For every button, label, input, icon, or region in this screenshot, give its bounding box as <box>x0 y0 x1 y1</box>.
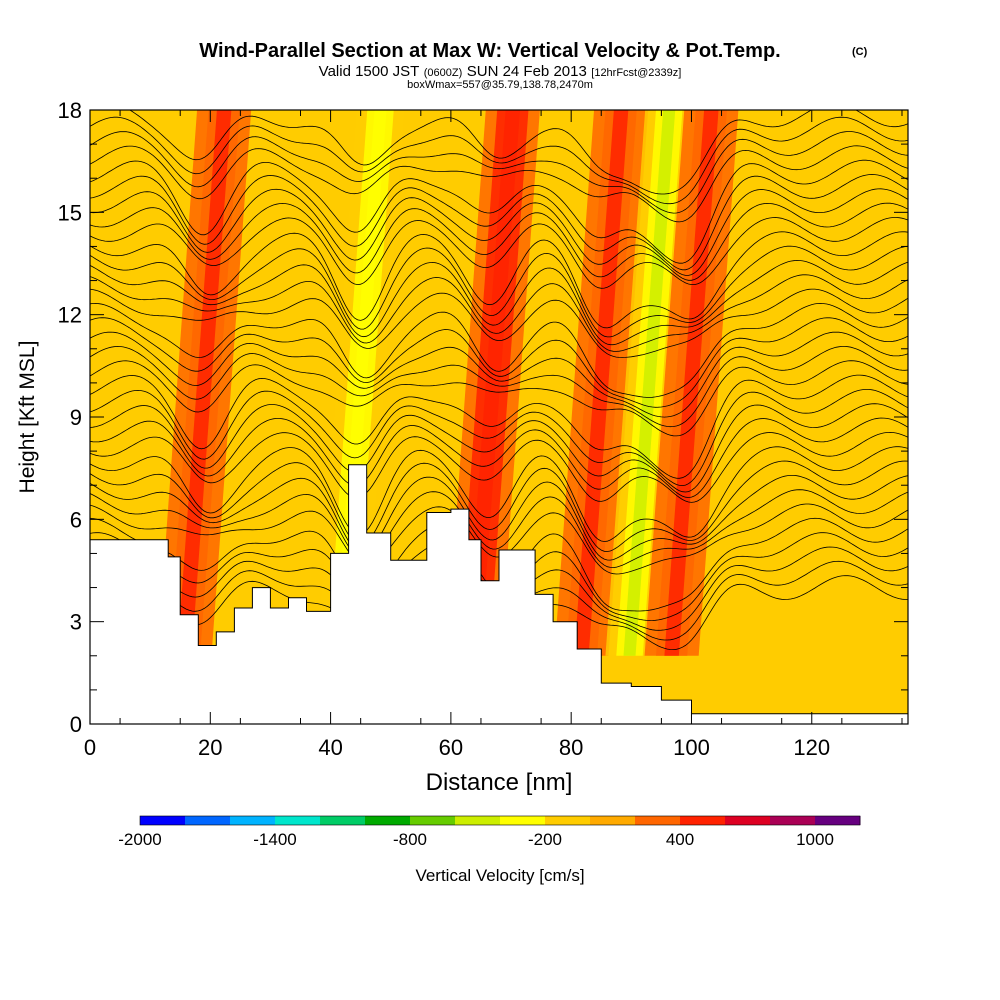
colorbar-swatch <box>500 816 546 825</box>
isentrope-line <box>90 417 908 498</box>
y-tick-label: 18 <box>58 98 82 123</box>
y-tick-label: 12 <box>58 303 82 328</box>
isentrope-line <box>90 446 908 542</box>
colorbar-frame <box>139 815 861 826</box>
colorbar-swatch <box>275 816 321 825</box>
colorbar-swatch <box>590 816 636 825</box>
colorbar-swatch <box>545 816 591 825</box>
colorbar-swatch <box>140 816 186 825</box>
velocity-band-4-2 <box>623 110 676 656</box>
y-tick-label: 3 <box>70 610 82 635</box>
isentrope-line <box>90 131 908 214</box>
velocity-band-1-2 <box>334 110 387 656</box>
x-tick-label: 120 <box>793 735 830 760</box>
isentrope-line <box>90 159 908 264</box>
isentrope-line <box>90 174 908 271</box>
isentrope-line <box>90 317 908 408</box>
colorbar-label: Vertical Velocity [cm/s] <box>415 866 584 885</box>
colorbar-tick-label: 400 <box>666 830 694 849</box>
isentrope-line <box>90 245 908 338</box>
isentrope-line <box>90 145 908 223</box>
copyright-mark: (C) <box>852 46 868 58</box>
colorbar-tick-label: -200 <box>528 830 562 849</box>
isentrope-line <box>90 389 908 487</box>
x-tick-label: 0 <box>84 735 96 760</box>
colorbar-swatch <box>770 816 816 825</box>
isentrope-line <box>90 288 908 358</box>
box-wmax-note: boxWmax=557@35.79,138.78,2470m <box>407 79 593 91</box>
colorbar-swatch <box>320 816 366 825</box>
colorbar-swatch <box>725 816 771 825</box>
isentrope-line <box>90 475 908 561</box>
y-tick-label: 9 <box>70 405 82 430</box>
colorbar-swatch <box>680 816 726 825</box>
isentrope-line <box>90 403 908 493</box>
y-tick-label: 15 <box>58 200 82 225</box>
colorbar-swatch <box>365 816 411 825</box>
colorbar-swatch <box>815 816 861 825</box>
colorbar-swatch <box>455 816 501 825</box>
plot-area <box>90 110 908 724</box>
y-tick-label: 0 <box>70 712 82 737</box>
isentrope-line <box>90 460 908 552</box>
x-tick-label: 80 <box>559 735 583 760</box>
x-tick-label: 100 <box>673 735 710 760</box>
velocity-band-3-2 <box>574 110 629 656</box>
isentrope-line <box>90 374 908 479</box>
x-tick-label: 20 <box>198 735 222 760</box>
terrain <box>90 464 908 724</box>
isentrope-line <box>90 202 908 281</box>
isentrope-line <box>90 331 908 418</box>
isentrope-line <box>90 188 908 276</box>
isentrope-line <box>90 259 908 346</box>
isentrope-line <box>128 110 908 195</box>
colorbar-swatch <box>410 816 456 825</box>
colorbar-tick-label: -1400 <box>253 830 296 849</box>
colorbar-swatch <box>230 816 276 825</box>
isentrope-line <box>90 274 908 352</box>
y-axis-label: Height [Kft MSL] <box>16 341 39 494</box>
isentrope-line <box>90 345 908 428</box>
colorbar: -2000 -1400 -800 -200 400 1000 <box>118 815 861 849</box>
y-tick-label: 6 <box>70 507 82 532</box>
velocity-band-2-2 <box>465 110 521 656</box>
isentrope-line <box>90 489 908 569</box>
isentrope-line <box>90 116 908 205</box>
isentrope-line <box>90 431 908 503</box>
isentrope-line <box>90 360 908 437</box>
isentrope-line <box>90 302 908 398</box>
axes: 0 20 40 60 80 100 120 0 3 6 9 12 15 18 <box>58 98 908 760</box>
chart-title: Wind-Parallel Section at Max W: Vertical… <box>199 40 780 62</box>
x-axis-label: Distance [nm] <box>426 769 573 796</box>
colorbar-tick-label: 1000 <box>796 830 834 849</box>
isentrope-line <box>90 217 908 289</box>
isentrope-line <box>90 231 908 329</box>
x-tick-label: 40 <box>318 735 342 760</box>
colorbar-tick-label: -800 <box>393 830 427 849</box>
colorbar-tick-label: -2000 <box>118 830 161 849</box>
x-tick-label: 60 <box>439 735 463 760</box>
colorbar-swatch <box>185 816 231 825</box>
chart-subtitle: Valid 1500 JST (0600Z) SUN 24 Feb 2013 [… <box>319 63 682 80</box>
colorbar-swatch <box>635 816 681 825</box>
velocity-band-5-2 <box>664 110 719 656</box>
